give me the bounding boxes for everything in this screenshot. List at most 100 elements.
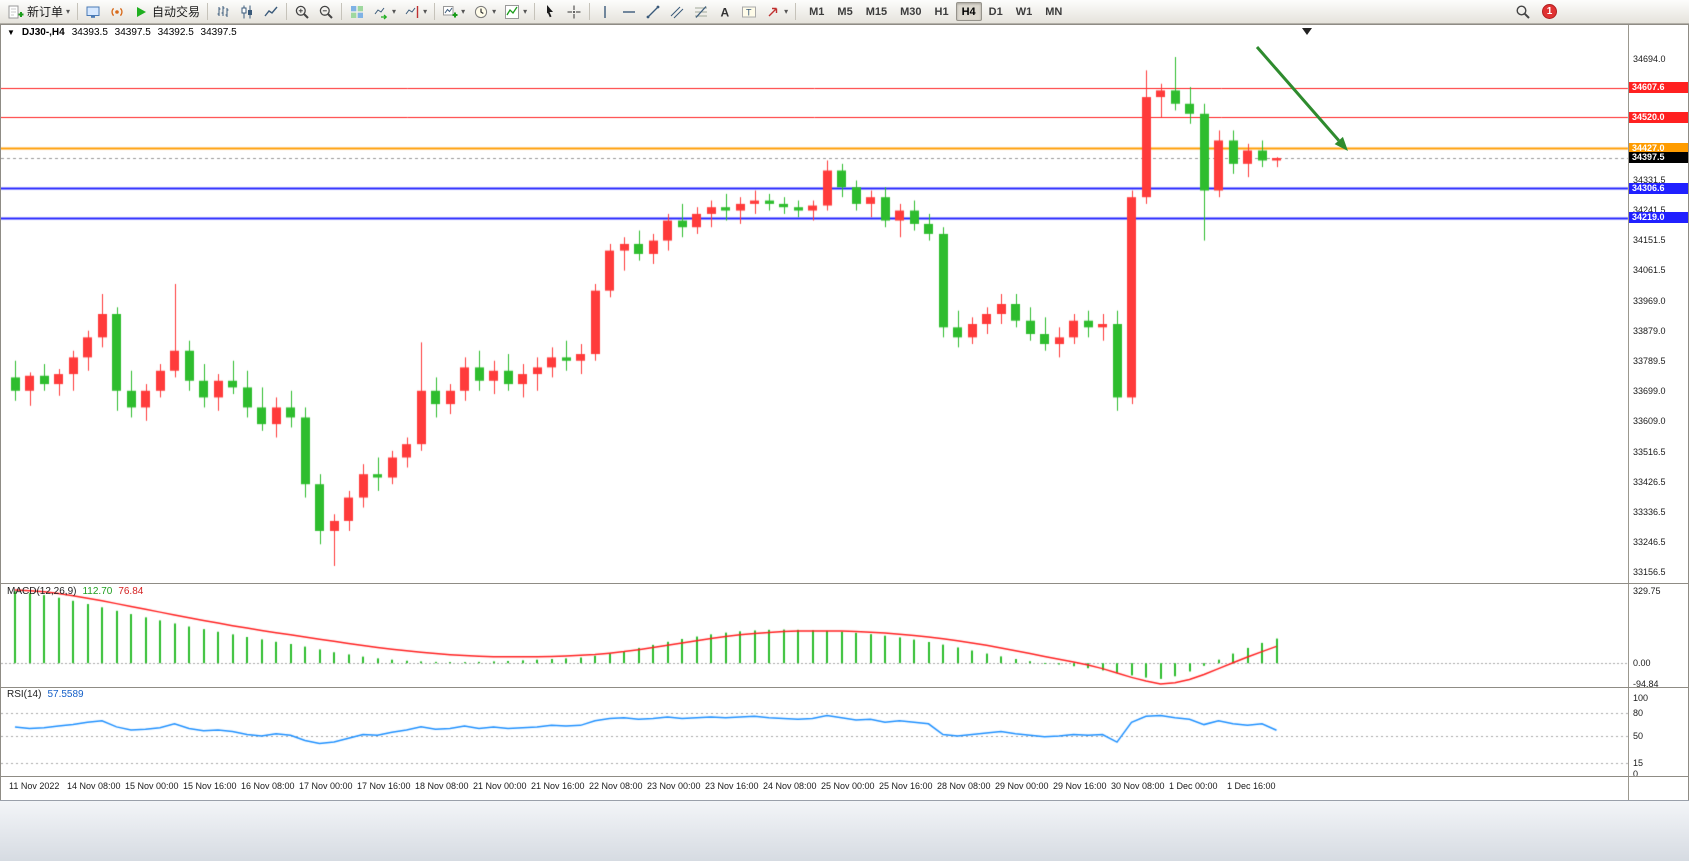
text-label-button[interactable]: T — [737, 1, 761, 22]
hline-price-label[interactable]: 34219.0 — [1629, 212, 1688, 224]
panel-divider[interactable] — [1, 583, 1689, 584]
price-axis-tick: 33699.0 — [1633, 386, 1666, 397]
time-axis-label: 29 Nov 00:00 — [995, 781, 1049, 791]
svg-text:A: A — [721, 5, 730, 19]
trendline-button[interactable] — [641, 1, 665, 22]
price-axis-tick: 33609.0 — [1633, 416, 1666, 427]
chart-canvas[interactable] — [1, 25, 1689, 801]
rsi-label: RSI(14) 57.5589 — [7, 689, 84, 700]
time-axis-label: 16 Nov 08:00 — [241, 781, 295, 791]
bar-chart-button[interactable] — [211, 1, 235, 22]
toolbar-separator — [534, 3, 536, 20]
rsi-name: RSI(14) — [7, 689, 42, 700]
price-axis-tick: 33969.0 — [1633, 295, 1666, 306]
chevron-down-icon: ▾ — [392, 6, 397, 16]
indicators-button[interactable]: ▾ — [500, 1, 531, 22]
cursor-icon — [542, 4, 558, 20]
candlestick-chart-button[interactable] — [235, 1, 259, 22]
new-chart-button[interactable]: ▾ — [438, 1, 469, 22]
quick-trade-toggle-icon[interactable]: ▼ — [7, 28, 15, 37]
line-chart-icon — [263, 4, 279, 20]
timeframe-w1-button[interactable]: W1 — [1010, 2, 1039, 21]
zoom-in-button[interactable] — [290, 1, 314, 22]
arrows-button[interactable]: ▾ — [761, 1, 792, 22]
periodicity-button[interactable]: ▾ — [469, 1, 500, 22]
time-axis-label: 30 Nov 08:00 — [1111, 781, 1165, 791]
time-axis-label: 25 Nov 00:00 — [821, 781, 875, 791]
ohlc-readout: 34393.5 34397.5 34392.5 34397.5 — [72, 27, 241, 38]
charts-window-button[interactable] — [81, 1, 105, 22]
price-axis-tick: 33516.5 — [1633, 447, 1666, 457]
hline-price-label[interactable]: 34520.0 — [1629, 111, 1688, 123]
price-axis-tick: 33789.5 — [1633, 355, 1666, 366]
time-axis-label: 15 Nov 00:00 — [125, 781, 179, 791]
search-button[interactable] — [1511, 1, 1535, 22]
broadcast-icon — [109, 4, 125, 20]
timeframe-h1-button[interactable]: H1 — [929, 2, 955, 21]
text-button[interactable]: A — [713, 1, 737, 22]
time-axis-label: 22 Nov 08:00 — [589, 781, 643, 791]
new-order-button-label: 新订单 — [27, 5, 64, 19]
time-axis-label: 11 Nov 2022 — [9, 781, 60, 791]
macd-signal-value: 76.84 — [118, 586, 144, 597]
notification-badge[interactable]: 1 — [1542, 4, 1557, 19]
time-axis-label: 21 Nov 16:00 — [531, 781, 585, 791]
hline-price-label[interactable]: 34306.6 — [1629, 182, 1688, 194]
chart-shift-marker[interactable] — [1302, 28, 1312, 35]
toolbar-separator — [341, 3, 343, 20]
panel-divider — [1, 776, 1689, 777]
crosshair-button[interactable] — [562, 1, 586, 22]
price-axis-tick: 33879.0 — [1633, 326, 1666, 337]
timeframe-m30-button[interactable]: M30 — [894, 2, 927, 21]
crosshair-icon — [566, 4, 582, 20]
text-icon: A — [717, 4, 733, 20]
price-axis-tick: 34331.5 — [1633, 175, 1666, 186]
time-axis-label: 21 Nov 00:00 — [473, 781, 527, 791]
time-axis-label: 17 Nov 16:00 — [357, 781, 411, 791]
hline-price-label[interactable]: 34427.0 — [1629, 142, 1688, 154]
new-order-button[interactable]: 新订单 ▾ — [4, 1, 74, 22]
price-axis-tick: 34151.5 — [1633, 235, 1666, 246]
panel-divider[interactable] — [1, 687, 1689, 688]
tile-windows-icon — [349, 4, 365, 20]
auto-scroll-button[interactable]: ▾ — [369, 1, 400, 22]
cursor-button[interactable] — [538, 1, 562, 22]
price-axis-separator — [1628, 25, 1629, 800]
main-toolbar: 新订单 ▾ 自动交易 ▾ ▾ ▾ ▾ ▾ A T ▾ M1 M5 M15 M30 H1 H4 D1 W1 MN 1 — [0, 0, 1689, 24]
toolbar-right: 1 — [1511, 1, 1557, 22]
hline-price-label[interactable]: 34607.6 — [1629, 82, 1688, 94]
play-icon — [133, 4, 149, 20]
time-axis-label: 29 Nov 16:00 — [1053, 781, 1107, 791]
toolbar-separator — [795, 3, 797, 20]
line-chart-button[interactable] — [259, 1, 283, 22]
price-axis-tick: 34061.5 — [1633, 265, 1666, 276]
horizontal-line-button[interactable] — [617, 1, 641, 22]
timeframe-m5-button[interactable]: M5 — [831, 2, 858, 21]
timeframe-m15-button[interactable]: M15 — [860, 2, 893, 21]
autotrading-button[interactable]: 自动交易 — [129, 1, 204, 22]
ohlc-low: 34392.5 — [157, 27, 194, 38]
timeframe-mn-button[interactable]: MN — [1039, 2, 1068, 21]
new-chart-icon — [442, 4, 458, 20]
ohlc-open: 34393.5 — [71, 27, 108, 38]
timeframe-h4-button[interactable]: H4 — [955, 2, 982, 21]
equidistant-channel-button[interactable] — [665, 1, 689, 22]
time-axis-label: 14 Nov 08:00 — [67, 781, 121, 791]
channel-icon — [669, 4, 685, 20]
ohlc-close: 34397.5 — [200, 27, 237, 38]
zoom-out-button[interactable] — [314, 1, 338, 22]
fibonacci-button[interactable] — [689, 1, 713, 22]
zoom-in-icon — [294, 4, 310, 20]
market-watch-button[interactable] — [105, 1, 129, 22]
chart-shift-button[interactable]: ▾ — [400, 1, 431, 22]
timeframe-m1-button[interactable]: M1 — [803, 2, 830, 21]
rsi-axis-tick: 100 — [1633, 693, 1649, 703]
chart-header: ▼ DJ30-,H4 34393.5 34397.5 34392.5 34397… — [7, 27, 241, 38]
tile-windows-button[interactable] — [345, 1, 369, 22]
time-axis-label: 17 Nov 00:00 — [299, 781, 353, 791]
timeframe-d1-button[interactable]: D1 — [983, 2, 1009, 21]
time-axis-label: 23 Nov 00:00 — [647, 781, 701, 791]
vertical-line-button[interactable] — [593, 1, 617, 22]
symbol-title: DJ30-,H4 — [21, 27, 65, 38]
